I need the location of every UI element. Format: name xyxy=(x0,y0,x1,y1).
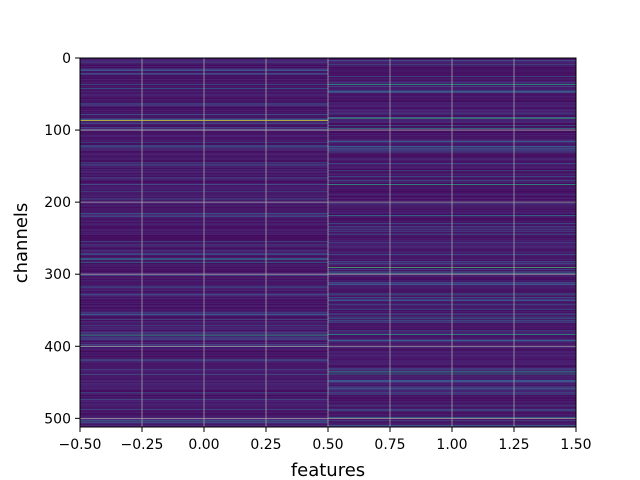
y-axis-ticks: 0 100 200 300 400 500 xyxy=(44,51,80,427)
x-tick-label: 0.50 xyxy=(312,437,343,453)
x-tick-label: −0.25 xyxy=(121,437,164,453)
x-tick-label: −0.50 xyxy=(59,437,102,453)
x-tick-label: 1.00 xyxy=(436,437,467,453)
y-tick-label: 100 xyxy=(44,123,71,139)
y-tick-label: 200 xyxy=(44,195,71,211)
x-tick-label: 1.25 xyxy=(498,437,529,453)
y-tick-label: 0 xyxy=(62,51,71,67)
x-tick-label: 0.00 xyxy=(188,437,219,453)
x-axis-ticks: −0.50 −0.25 0.00 0.25 0.50 0.75 1.00 1.25 1.50 xyxy=(59,427,592,453)
y-tick-label: 400 xyxy=(44,339,71,355)
x-tick-label: 0.25 xyxy=(250,437,281,453)
x-tick-label: 1.50 xyxy=(560,437,591,453)
x-tick-label: 0.75 xyxy=(374,437,405,453)
x-axis-label: features xyxy=(291,460,365,480)
y-tick-label: 300 xyxy=(44,267,71,283)
y-axis-label: channels xyxy=(11,203,32,284)
y-tick-label: 500 xyxy=(44,411,71,427)
